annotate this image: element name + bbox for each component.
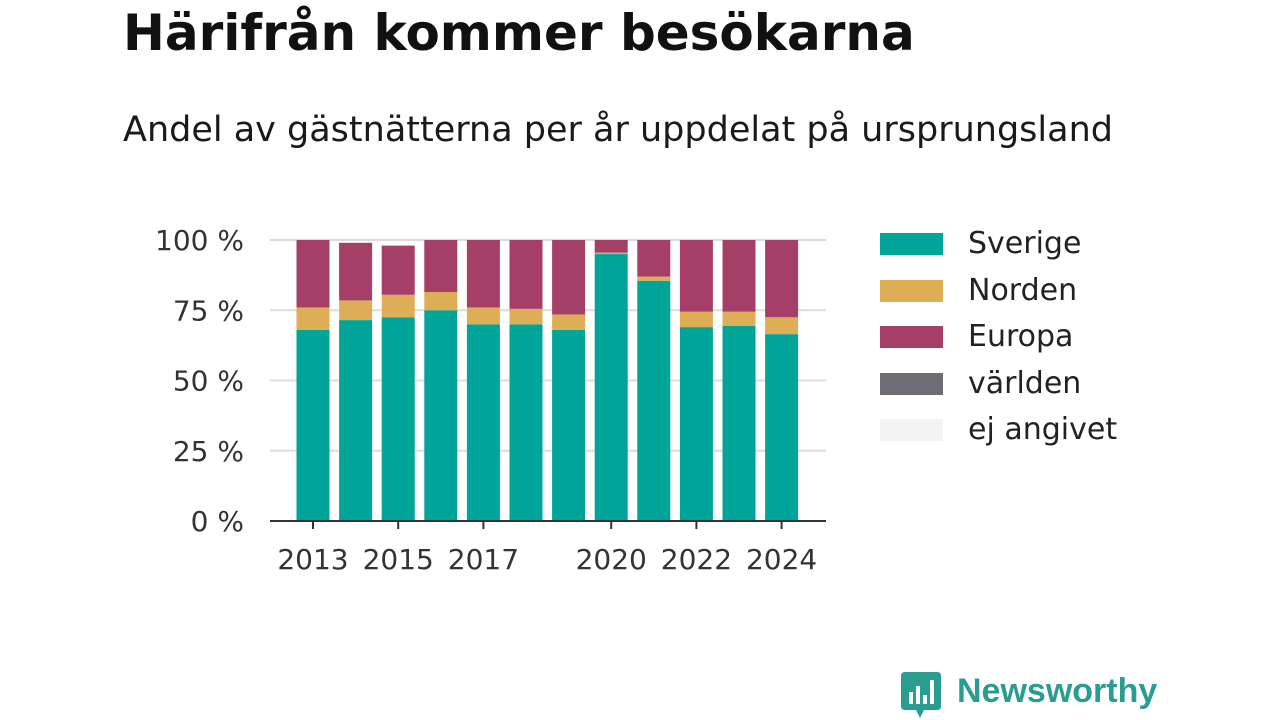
legend-label: Norden	[968, 272, 1078, 308]
legend-item: Sverige	[880, 224, 1180, 264]
bar-segment	[424, 310, 458, 521]
legend-label: Sverige	[968, 226, 1082, 261]
bar-segment	[296, 329, 330, 521]
newsworthy-logo-icon	[901, 672, 941, 718]
bar-segment	[381, 317, 415, 521]
chart-title: Härifrån kommer besökarna	[123, 4, 915, 62]
bar-segment	[765, 317, 799, 335]
legend-swatch	[880, 279, 943, 302]
bar-segment	[765, 240, 799, 318]
bar-segment	[296, 240, 330, 308]
bar-segment	[466, 307, 500, 325]
bar-segment	[339, 300, 373, 321]
bar-segment	[637, 276, 671, 281]
brand-name: Newsworthy	[957, 672, 1158, 710]
legend-item: ej angivet	[880, 410, 1180, 450]
bar-segment	[424, 291, 458, 311]
y-tick-label: 50 %	[173, 365, 244, 398]
legend-label: ej angivet	[968, 412, 1118, 447]
x-tick-label: 2015	[363, 543, 434, 576]
legend-swatch	[880, 419, 943, 441]
bar-segment	[679, 327, 713, 521]
bar-segment	[296, 307, 330, 330]
bar-segment	[679, 311, 713, 328]
bar-segment	[679, 240, 713, 312]
bar-segment	[424, 240, 458, 292]
y-tick-label: 100 %	[155, 224, 244, 257]
bar-segment	[509, 308, 543, 325]
legend-label: världen	[968, 365, 1082, 401]
bar-segment	[594, 240, 628, 253]
x-tick-label: 2020	[576, 543, 647, 576]
y-tick-label: 0 %	[191, 505, 244, 538]
bar-segment	[552, 329, 586, 521]
brand-logo: Newsworthy	[900, 670, 1200, 720]
legend-label: Europa	[968, 319, 1074, 354]
bar-segment	[552, 240, 586, 315]
bar-segment	[339, 320, 373, 521]
bar-segment	[339, 242, 373, 301]
legend-item: Europa	[880, 317, 1180, 357]
bar-segment	[722, 240, 756, 312]
bar-segment	[637, 280, 671, 521]
y-tick-label: 25 %	[173, 435, 244, 468]
legend-swatch	[880, 372, 943, 395]
chart-subtitle: Andel av gästnätterna per år uppdelat på…	[123, 110, 1113, 150]
bar-segment	[466, 240, 500, 308]
legend-swatch	[880, 233, 943, 255]
x-tick-label: 2017	[448, 543, 519, 576]
bar-segment	[594, 254, 628, 522]
legend-item: Norden	[880, 271, 1180, 311]
x-tick-label: 2013	[277, 543, 348, 576]
x-tick-label: 2024	[746, 543, 817, 576]
bar-segment	[765, 334, 799, 521]
bar-segment	[509, 240, 543, 309]
x-tick-label: 2022	[661, 543, 732, 576]
bar-segment	[594, 252, 628, 255]
bar-segment	[381, 294, 415, 318]
y-tick-label: 75 %	[173, 294, 244, 327]
legend-swatch	[880, 326, 943, 348]
bar-segment	[381, 245, 415, 295]
bar-segment	[466, 324, 500, 521]
bar-segment	[552, 314, 586, 330]
bar-segment	[509, 324, 543, 521]
bar-segment	[637, 240, 671, 277]
bar-segment	[722, 311, 756, 326]
bar-segment	[722, 325, 756, 521]
legend-item: världen	[880, 364, 1180, 404]
